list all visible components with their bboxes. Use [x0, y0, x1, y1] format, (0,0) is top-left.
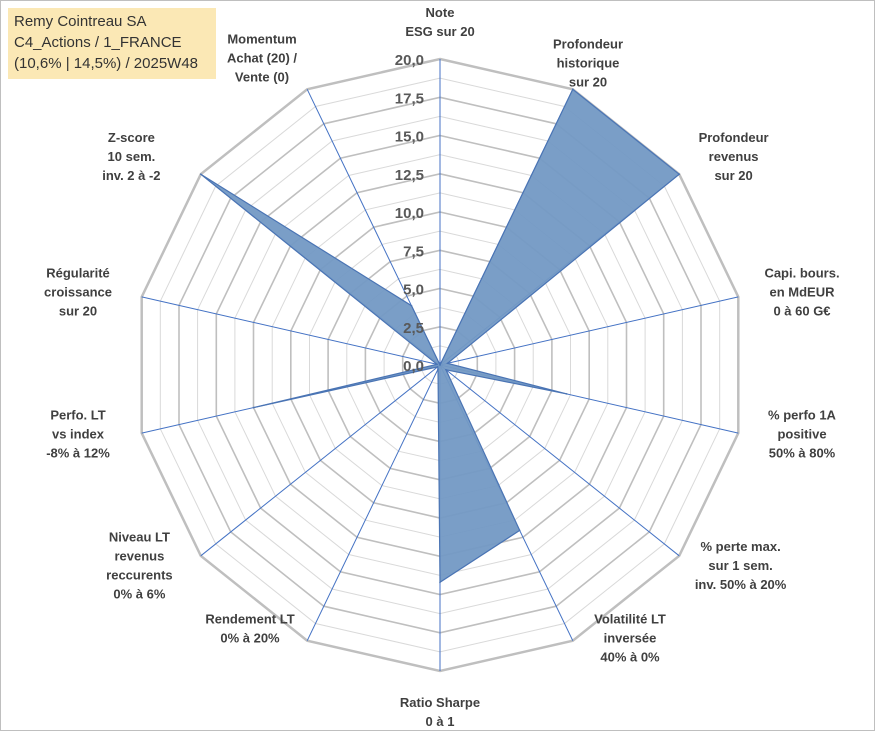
- axis-label-line: Capi. bours.: [764, 266, 839, 281]
- tick-label: 2,5: [403, 320, 424, 337]
- company-name: Remy Cointreau SA: [14, 13, 147, 30]
- axis-label-line: Rendement LT: [205, 612, 294, 627]
- tick-label: 7,5: [403, 243, 424, 260]
- radar-axis-labels: Note ESG sur 20 Profondeur historique sur 20…: [44, 5, 840, 729]
- axis-spoke: [306, 364, 441, 641]
- axis-label: % perte max. sur 1 sem. inv. 50% à 20%: [695, 539, 787, 592]
- title-box: Remy Cointreau SA C4_Actions / 1_FRANCE …: [8, 8, 216, 79]
- axis-spoke: [439, 364, 680, 557]
- axis-label-line: en MdEUR: [770, 285, 836, 300]
- data-point: [445, 369, 447, 371]
- axis-label: Rendement LT 0% à 20%: [205, 612, 294, 646]
- axis-label-line: Profondeur: [553, 37, 623, 52]
- axis-label: % perfo 1A positive 50% à 80%: [768, 407, 837, 460]
- axis-label-line: 0 à 1: [426, 714, 455, 729]
- axis-label-line: sur 20: [59, 304, 97, 319]
- radar-series: [200, 88, 681, 584]
- axis-label-line: 0% à 20%: [220, 631, 280, 646]
- data-point: [436, 363, 438, 366]
- data-point: [518, 529, 521, 532]
- axis-label-line: -8% à 12%: [46, 445, 110, 460]
- data-point: [252, 406, 255, 409]
- axis-label: Profondeur revenus sur 20: [699, 130, 769, 183]
- tick-label: 12,5: [395, 167, 424, 184]
- axis-label-line: revenus: [709, 149, 759, 164]
- data-point: [678, 173, 680, 175]
- data-point: [566, 393, 568, 395]
- tick-label: 20,0: [395, 52, 424, 69]
- axis-label-line: 40% à 0%: [600, 650, 660, 665]
- data-point: [200, 173, 202, 175]
- axis-label-line: reccurents: [106, 567, 172, 582]
- axis-label-line: inversée: [604, 631, 657, 646]
- data-point: [439, 581, 441, 584]
- axis-label-line: historique: [557, 56, 620, 71]
- axis-label: Volatilité LT inversée 40% à 0%: [594, 612, 666, 665]
- axis-label-line: Momentum: [227, 32, 296, 47]
- axis-label-line: 0 à 60 G€: [773, 304, 830, 319]
- axis-label: Momentum Achat (20) / Vente (0): [227, 32, 297, 85]
- axis-label: Profondeur historique sur 20: [553, 37, 623, 90]
- portfolio-name: C4_Actions / 1_FRANCE: [14, 34, 182, 51]
- axis-label-line: Perfo. LT: [50, 407, 105, 422]
- axis-spoke: [200, 364, 441, 557]
- axis-label-line: 50% à 80%: [769, 445, 836, 460]
- axis-label-line: 10 sem.: [108, 149, 156, 164]
- data-point: [446, 362, 449, 365]
- axis-label-line: Niveau LT: [109, 529, 170, 544]
- axis-label-line: sur 1 sem.: [708, 558, 772, 573]
- axis-label-line: sur 20: [569, 75, 607, 90]
- axis-label-line: 0% à 6%: [113, 586, 165, 601]
- axis-label-line: positive: [777, 426, 826, 441]
- axis-label-line: Profondeur: [699, 130, 769, 145]
- axis-label-line: Vente (0): [235, 70, 289, 85]
- tick-label: 15,0: [395, 129, 424, 146]
- axis-label-line: Volatilité LT: [594, 612, 666, 627]
- tick-label: 17,5: [395, 90, 424, 107]
- tick-label: 10,0: [395, 205, 424, 222]
- axis-label-line: Ratio Sharpe: [400, 695, 480, 710]
- axis-label-line: ESG sur 20: [405, 24, 474, 39]
- axis-label-line: croissance: [44, 285, 112, 300]
- data-point: [437, 368, 439, 370]
- axis-spoke: [439, 296, 739, 366]
- data-point: [572, 88, 574, 91]
- axis-label-line: sur 20: [714, 168, 752, 183]
- axis-label: Perfo. LT vs index -8% à 12%: [46, 407, 110, 460]
- axis-label-line: Z-score: [108, 130, 155, 145]
- period-info: (10,6% | 14,5%) / 2025W48: [14, 55, 198, 72]
- data-point: [439, 364, 441, 366]
- axis-label: Note ESG sur 20: [405, 5, 474, 39]
- data-point: [436, 366, 439, 368]
- axis-label-line: inv. 50% à 20%: [695, 577, 787, 592]
- data-point: [410, 304, 413, 307]
- axis-label-line: % perte max.: [700, 539, 780, 554]
- axis-label: Capi. bours. en MdEUR 0 à 60 G€: [764, 266, 839, 319]
- tick-label: 0,0: [403, 358, 424, 375]
- axis-label-line: revenus: [114, 548, 164, 563]
- axis-label-line: vs index: [52, 426, 105, 441]
- axis-spoke: [141, 296, 441, 366]
- axis-label-line: Régularité: [46, 266, 110, 281]
- axis-label-line: % perfo 1A: [768, 407, 837, 422]
- axis-label-line: inv. 2 à -2: [102, 168, 160, 183]
- axis-label-line: Note: [426, 5, 455, 20]
- axis-label-line: Achat (20) /: [227, 51, 297, 66]
- axis-label: Régularité croissance sur 20: [44, 266, 112, 319]
- axis-label: Niveau LT revenus reccurents 0% à 6%: [106, 529, 172, 601]
- radar-tick-labels: 0,0 2,5 5,0 7,5 10,0 12,5 15,0 17,5 20,0: [395, 52, 424, 375]
- tick-label: 5,0: [403, 282, 424, 299]
- axis-label: Z-score 10 sem. inv. 2 à -2: [102, 130, 160, 183]
- axis-label: Ratio Sharpe 0 à 1: [400, 695, 480, 729]
